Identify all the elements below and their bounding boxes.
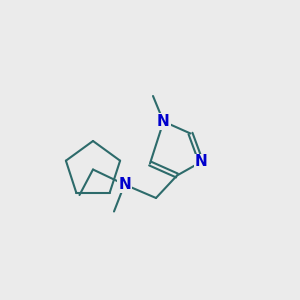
Text: N: N (195, 154, 207, 169)
Text: N: N (118, 177, 131, 192)
Text: N: N (157, 114, 170, 129)
